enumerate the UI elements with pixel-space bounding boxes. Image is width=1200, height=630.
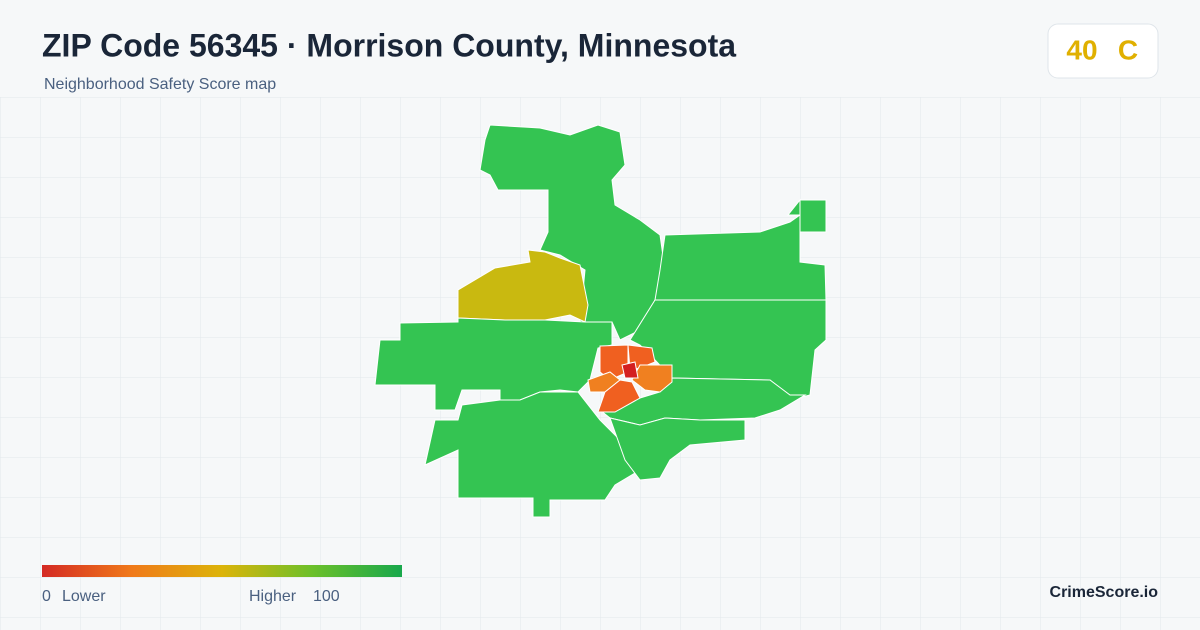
title: ZIP Code 56345 · Morrison County, Minnes… [42, 27, 736, 63]
map [374, 124, 827, 518]
region [609, 417, 746, 481]
score-grade: C [1118, 34, 1138, 65]
legend-max: 100 [313, 588, 340, 605]
legend-bar [42, 565, 402, 577]
region [621, 361, 639, 379]
brand: CrimeScore.io [1050, 584, 1159, 601]
region [786, 198, 827, 233]
legend-min-label: Lower [62, 588, 106, 605]
region [599, 344, 629, 381]
subtitle: Neighborhood Safety Score map [44, 76, 276, 93]
region [374, 290, 613, 411]
region [424, 391, 641, 518]
region [631, 364, 673, 393]
score-value: 40 [1066, 34, 1097, 65]
region [654, 214, 827, 301]
legend-min: 0 [42, 588, 51, 605]
score-badge [1047, 23, 1159, 79]
region [597, 379, 641, 413]
region [479, 124, 666, 341]
legend-max-label: Higher [249, 588, 297, 605]
